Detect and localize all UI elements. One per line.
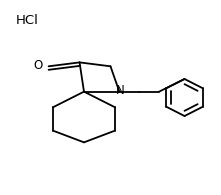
Text: N: N <box>116 84 125 97</box>
Text: O: O <box>34 59 43 72</box>
Text: HCl: HCl <box>15 14 38 27</box>
